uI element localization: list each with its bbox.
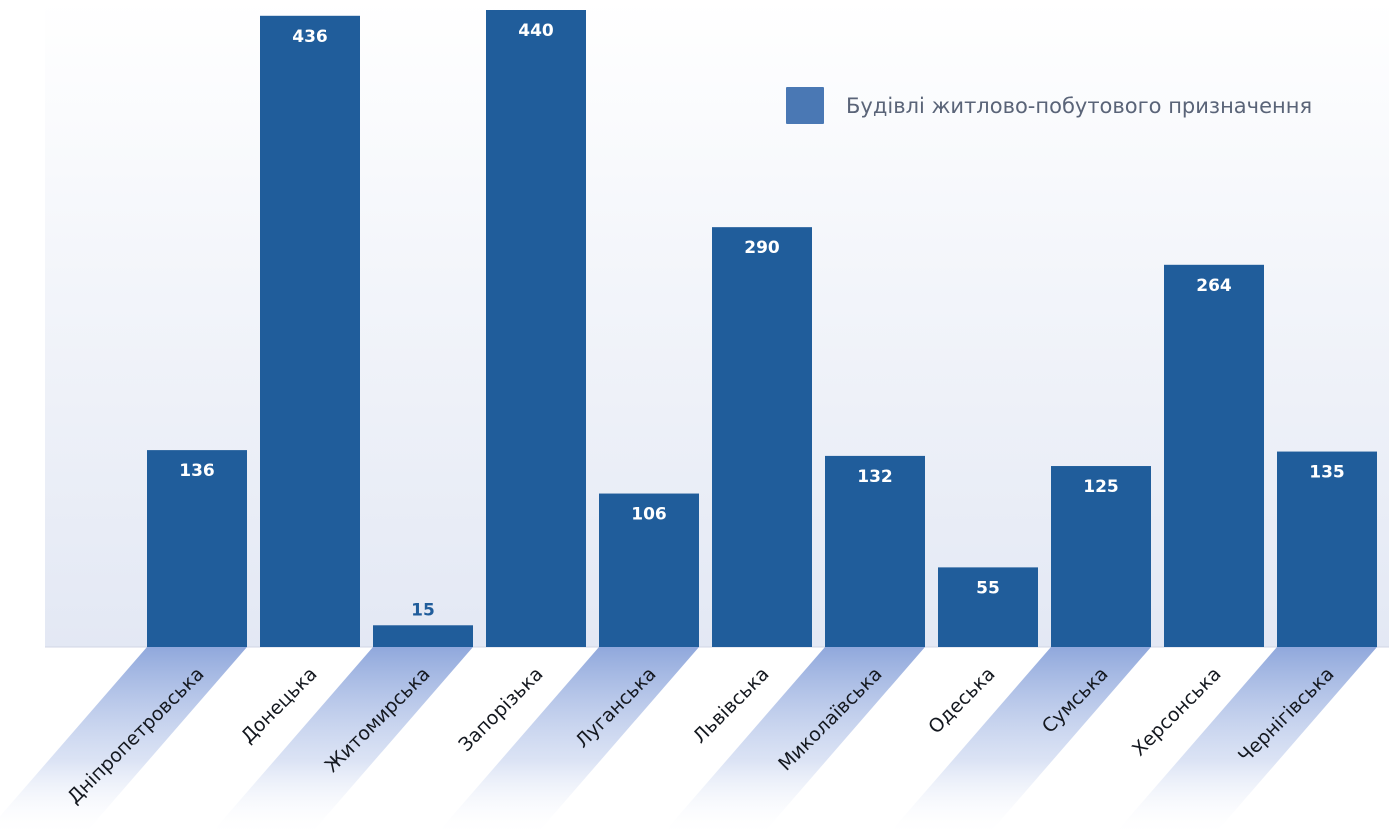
bar — [1277, 451, 1377, 647]
bar — [260, 15, 360, 648]
data-label: 436 — [292, 27, 328, 47]
data-label: 15 — [411, 600, 435, 620]
bar — [599, 493, 699, 647]
bar — [1051, 466, 1151, 647]
bar — [1164, 264, 1264, 647]
data-label: 135 — [1309, 463, 1345, 483]
category-band — [1112, 647, 1377, 836]
bar — [825, 455, 925, 647]
category-band — [208, 647, 473, 836]
data-label: 132 — [857, 467, 893, 487]
category-band — [0, 647, 247, 836]
bar — [712, 227, 812, 647]
category-band — [434, 647, 699, 836]
category-band — [886, 647, 1151, 836]
category-band — [660, 647, 925, 836]
bar — [147, 450, 247, 647]
legend-label: Будівлі житлово-побутового призначення — [846, 93, 1313, 118]
data-label: 264 — [1196, 276, 1232, 296]
data-label: 290 — [744, 238, 780, 258]
bar — [938, 567, 1038, 647]
legend-swatch — [786, 87, 824, 124]
legend: Будівлі житлово-побутового призначення — [786, 87, 1312, 124]
data-label: 440 — [518, 21, 554, 41]
bar — [373, 625, 473, 647]
data-label: 136 — [179, 461, 215, 481]
bar — [486, 10, 586, 647]
data-label: 125 — [1083, 477, 1119, 497]
data-label: 106 — [631, 505, 667, 525]
data-label: 55 — [976, 578, 1000, 598]
